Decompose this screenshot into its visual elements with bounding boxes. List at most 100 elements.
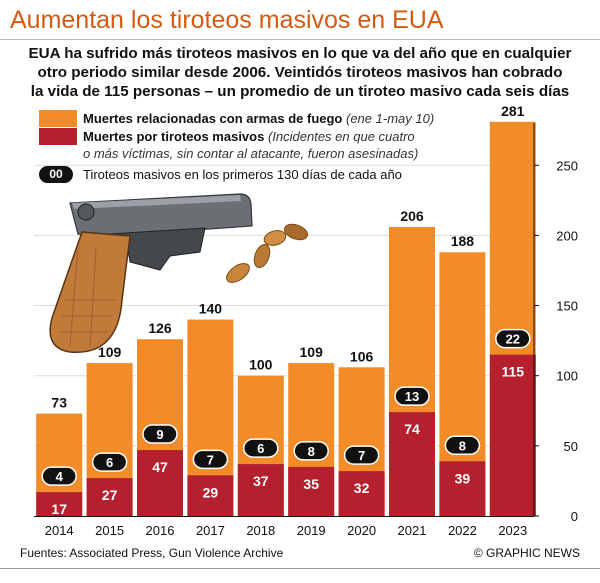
bullet-4	[283, 223, 309, 241]
y-tick-label-100: 100	[556, 369, 578, 384]
bar-mass-deaths-2019	[288, 466, 335, 516]
x-tick-label-2019: 2019	[297, 523, 326, 538]
label-gun-deaths-2015: 109	[98, 344, 122, 360]
legend-shootings-label: Tiroteos masivos en los primeros 130 día…	[83, 167, 402, 182]
y-tick-label-200: 200	[556, 228, 578, 243]
pill-shootings-2014	[41, 466, 77, 486]
label-shootings-2020: 7	[358, 448, 365, 463]
pill-shootings-2022	[444, 435, 481, 456]
y-tick-label-150: 150	[556, 299, 578, 314]
source-note: Fuentes: Associated Press, Gun Violence …	[20, 546, 284, 560]
label-mass-deaths-2017: 29	[203, 484, 219, 500]
label-gun-deaths-2021: 206	[400, 208, 424, 224]
x-tick-label-2016: 2016	[146, 523, 175, 538]
bullet-2	[253, 243, 271, 269]
label-gun-deaths-2023: 281	[501, 103, 525, 119]
label-gun-deaths-2014: 73	[51, 395, 67, 411]
legend-mass-deaths-label: Muertes por tiroteos masivos	[83, 129, 265, 144]
pill-shootings-2015	[91, 452, 128, 472]
label-shootings-2021: 13	[405, 389, 419, 404]
illustration	[49, 193, 309, 353]
label-shootings-2023: 22	[506, 332, 520, 347]
footer-divider	[0, 568, 600, 569]
label-mass-deaths-2020: 32	[354, 480, 370, 496]
label-shootings-2019: 8	[308, 444, 315, 459]
label-mass-deaths-2016: 47	[152, 459, 168, 475]
bars: 73 17 4 109 27 6 126 47 9 140 29 7 100 37 6 109 35 8 106 32…	[36, 103, 536, 517]
label-gun-deaths-2018: 100	[249, 357, 273, 373]
legend-mass-deaths: Muertes por tiroteos masivos (Incidentes…	[39, 128, 418, 162]
pistol-hammer	[77, 203, 95, 221]
pistol-grip-texture	[60, 247, 116, 349]
label-gun-deaths-2020: 106	[350, 348, 374, 364]
legend-gun-deaths-label: Muertes relacionadas con armas de fuego	[83, 111, 343, 126]
subtitle-line-1: EUA ha sufrido más tiroteos masivos en l…	[28, 45, 572, 62]
title-divider	[0, 39, 600, 40]
label-mass-deaths-2014: 17	[51, 501, 67, 517]
x-tick-label-2022: 2022	[448, 523, 477, 538]
legend-mass-deaths-note-2: o más víctimas, sin contar al atacante, …	[83, 146, 419, 161]
pill-shootings-2020	[343, 445, 380, 465]
bar-mass-deaths-2022	[439, 461, 486, 516]
label-gun-deaths-2019: 109	[300, 344, 324, 360]
subtitle: EUA ha sufrido más tiroteos masivos en l…	[4, 44, 596, 101]
page-title: Aumentan los tiroteos masivos en EUA	[10, 6, 444, 34]
credit: © GRAPHIC NEWS	[473, 546, 580, 560]
x-tick-label-2015: 2015	[95, 523, 124, 538]
label-mass-deaths-2015: 27	[102, 487, 118, 503]
bar-mass-deaths-2014	[36, 492, 83, 516]
pistol-grip	[49, 231, 131, 353]
bullets-icon	[226, 223, 309, 283]
bar-mass-deaths-2016	[137, 450, 183, 516]
label-gun-deaths-2022: 188	[451, 233, 475, 249]
bar-mass-deaths-2020	[338, 471, 385, 516]
axes: 0 50 100 150 200 250 2014 2015 2016 2017 2018 2019 2…	[34, 123, 578, 538]
legend-gun-deaths-note: (ene 1-may 10)	[346, 111, 435, 126]
bullet-3	[263, 230, 287, 246]
pistol-slide-top	[72, 195, 241, 209]
label-mass-deaths-2018: 37	[253, 473, 269, 489]
x-tick-label-2023: 2023	[498, 523, 527, 538]
label-gun-deaths-2016: 126	[148, 320, 172, 336]
subtitle-line-3: la vida de 115 personas – un promedio de…	[30, 83, 570, 100]
pill-shootings-2019	[293, 441, 329, 461]
bar-mass-deaths-2023	[489, 354, 536, 516]
label-mass-deaths-2022: 39	[455, 470, 471, 486]
y-tick-label-0: 0	[571, 509, 578, 524]
label-mass-deaths-2021: 74	[404, 421, 420, 437]
pistol-icon	[49, 193, 253, 353]
pill-shootings-2023	[495, 328, 531, 349]
legend-gun-deaths: Muertes relacionadas con armas de fuego …	[39, 110, 434, 127]
bar-mass-deaths-2018	[237, 464, 284, 516]
x-tick-label-2018: 2018	[246, 523, 275, 538]
bullet-1	[226, 263, 250, 283]
legend-swatch-red	[39, 128, 77, 145]
label-shootings-2017: 7	[207, 452, 214, 467]
label-shootings-2014: 4	[56, 469, 64, 484]
legend-swatch-orange	[39, 110, 77, 127]
pill-shootings-2021	[394, 386, 430, 406]
label-mass-deaths-2019: 35	[303, 476, 319, 492]
pill-shootings-2016	[142, 424, 178, 444]
legend-pill: 00	[39, 166, 73, 183]
bar-mass-deaths-2021	[389, 412, 435, 516]
pill-shootings-2017	[192, 449, 229, 470]
bar-mass-deaths-2015	[86, 478, 133, 516]
x-tick-label-2021: 2021	[398, 523, 427, 538]
x-tick-label-2020: 2020	[347, 523, 376, 538]
x-tick-label-2014: 2014	[45, 523, 74, 538]
y-tick-label-50: 50	[564, 439, 578, 454]
label-mass-deaths-2023: 115	[502, 364, 525, 380]
legend-shootings: 00 Tiroteos masivos en los primeros 130 …	[39, 166, 402, 183]
subtitle-line-2: otro periodo similar desde 2006. Veintid…	[37, 64, 563, 81]
label-shootings-2016: 9	[156, 427, 163, 442]
bar-mass-deaths-2017	[187, 475, 234, 516]
label-shootings-2022: 8	[459, 438, 466, 453]
label-gun-deaths-2017: 140	[199, 301, 223, 317]
label-shootings-2018: 6	[257, 441, 264, 456]
legend-mass-deaths-note-1: (Incidentes en que cuatro	[267, 129, 415, 144]
pill-shootings-2018	[243, 438, 279, 458]
y-tick-label-250: 250	[556, 158, 578, 173]
